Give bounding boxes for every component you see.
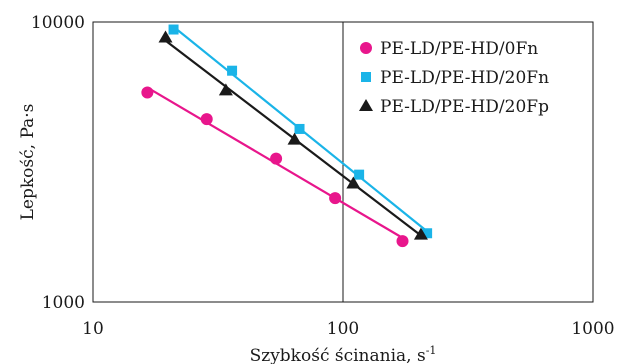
data-point — [227, 65, 238, 76]
data-point — [396, 235, 409, 248]
data-point — [329, 192, 342, 205]
data-point — [413, 227, 428, 240]
data-point — [270, 152, 283, 165]
x-axis-title: Szybkość ścinania, s-1 — [250, 344, 437, 364]
data-point — [294, 123, 305, 134]
data-point — [141, 86, 154, 99]
legend-marker — [361, 72, 371, 82]
data-markers — [141, 24, 433, 248]
x-axis-title-text: Szybkość ścinania, s — [250, 346, 426, 364]
data-point — [158, 30, 173, 43]
legend-marker — [360, 42, 372, 54]
x-tick-label: 10 — [82, 319, 104, 339]
x-axis-title-superscript: -1 — [426, 344, 437, 357]
tick-labels: 10 100 1000 1000 10000 — [31, 13, 615, 339]
legend-label: PE-LD/PE-HD/20Fp — [380, 97, 549, 117]
y-axis-title: Lepkość, Pa·s — [18, 104, 38, 221]
y-tick-label: 1000 — [42, 293, 85, 313]
plot-area — [92, 21, 594, 303]
legend-marker — [359, 99, 373, 111]
legend-label: PE-LD/PE-HD/0Fn — [380, 39, 538, 59]
y-tick-label: 10000 — [31, 13, 85, 33]
data-point — [354, 169, 365, 180]
data-point — [422, 228, 433, 239]
data-point — [287, 132, 302, 145]
legend: PE-LD/PE-HD/0Fn PE-LD/PE-HD/20Fn PE-LD/PE-… — [359, 39, 549, 117]
data-point — [200, 113, 213, 126]
data-point — [168, 24, 179, 35]
data-point — [346, 176, 361, 189]
x-tick-label: 100 — [327, 319, 359, 339]
legend-label: PE-LD/PE-HD/20Fn — [380, 68, 549, 88]
x-tick-label: 1000 — [571, 319, 614, 339]
data-point — [218, 83, 233, 96]
